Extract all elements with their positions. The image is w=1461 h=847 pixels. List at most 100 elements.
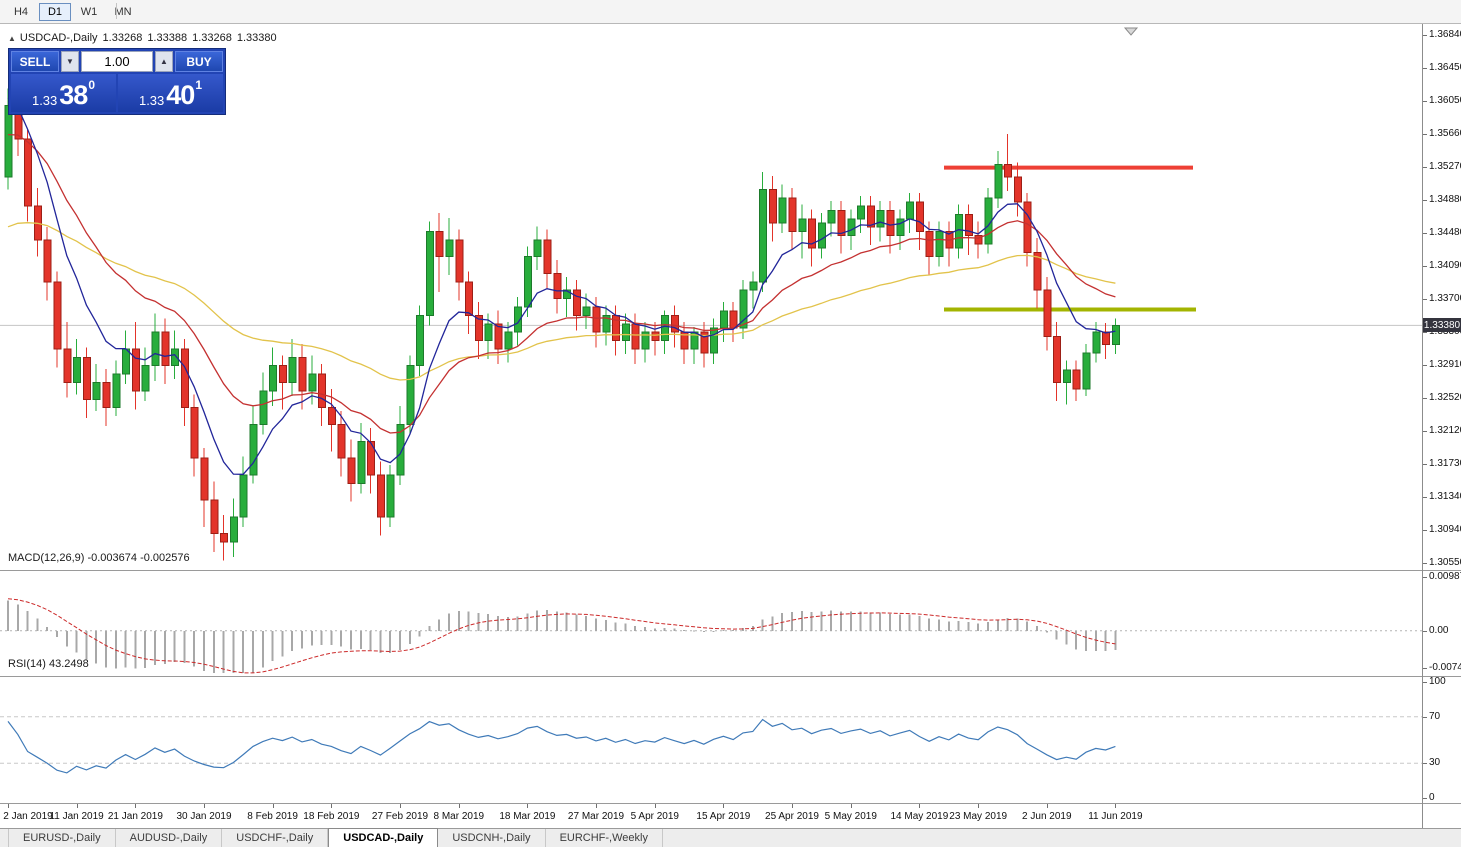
axis-tick	[1423, 631, 1427, 632]
date-axis-label: 18 Mar 2019	[499, 811, 556, 822]
axis-tick	[1423, 682, 1427, 683]
sell-price-prefix: 1.33	[31, 92, 58, 108]
price-axis-label: 1.34090	[1429, 260, 1461, 271]
price-axis-label: 1.34480	[1429, 227, 1461, 238]
axis-tick	[1423, 101, 1427, 102]
axis-tick	[1423, 233, 1427, 234]
rsi-pane-plot[interactable]	[0, 677, 1422, 804]
date-axis-label: 14 May 2019	[890, 811, 949, 822]
date-axis-label: 27 Feb 2019	[371, 811, 429, 822]
date-axis-label: 8 Mar 2019	[433, 811, 485, 822]
ma-50-line	[7, 222, 1116, 381]
axis-tick	[1423, 200, 1427, 201]
date-axis-label: 5 Apr 2019	[630, 811, 679, 822]
date-axis-tick	[792, 804, 793, 808]
date-axis-tick	[272, 804, 274, 808]
axis-tick	[1423, 35, 1427, 36]
buy-price-button[interactable]: 1.33 40 1	[118, 74, 223, 112]
price-pane-plot[interactable]	[0, 24, 1422, 571]
volume-down-button[interactable]: ▼	[61, 51, 79, 72]
date-axis-tick	[654, 804, 656, 808]
axis-tick	[1423, 798, 1427, 799]
rsi-line	[7, 718, 1116, 774]
date-axis-label: 18 Feb 2019	[303, 811, 360, 822]
timeframe-h4-button[interactable]: H4	[13, 5, 29, 18]
price-axis-label: 1.33700	[1429, 293, 1461, 304]
axis-tick	[1423, 717, 1427, 718]
timeframe-mn-button[interactable]: MN	[114, 5, 132, 18]
chart-tab-eurchf[interactable]: EURCHF-,Weekly	[546, 829, 663, 847]
macd-indicator-label: MACD(12,26,9) -0.003674 -0.002576	[8, 552, 190, 564]
date-axis-label: 15 Apr 2019	[696, 811, 751, 822]
timeframe-d1-button[interactable]: D1	[39, 2, 71, 21]
rsi-axis-label: 70	[1429, 711, 1441, 722]
chart-shift-marker	[1123, 27, 1139, 36]
price-axis-border	[1422, 24, 1423, 828]
date-axis-tick	[919, 804, 921, 808]
date-axis-tick	[723, 804, 725, 808]
timeframe-toolbar: H4 D1 W1 MN	[0, 0, 1461, 24]
date-axis-label: 5 May 2019	[824, 811, 877, 822]
volume-input[interactable]	[81, 51, 153, 72]
pane-divider-macd[interactable]	[0, 570, 1461, 571]
axis-tick	[1423, 398, 1427, 399]
ma-20-line	[7, 133, 1116, 434]
date-axis-tick	[204, 804, 205, 808]
date-axis-tick	[596, 804, 597, 808]
date-axis-tick	[1115, 804, 1117, 808]
chart-title: USDCAD-,Daily	[19, 32, 98, 44]
axis-tick	[1423, 332, 1427, 333]
chevron-down-icon: ▼	[66, 57, 74, 66]
date-axis-label: 2 Jun 2019	[1022, 811, 1072, 822]
rsi-axis-label: 0	[1429, 792, 1435, 803]
axis-tick	[1423, 577, 1427, 578]
date-axis-label: 11 Jan 2019	[49, 811, 104, 822]
pane-divider-dates	[0, 803, 1461, 804]
timeframe-buttons: H4 D1 W1 MN	[4, 0, 140, 23]
sell-price-button[interactable]: 1.33 38 0	[11, 74, 116, 112]
axis-tick	[1423, 563, 1427, 564]
axis-tick	[1423, 266, 1427, 267]
buy-button[interactable]: BUY	[175, 51, 223, 72]
sell-button[interactable]: SELL	[11, 51, 59, 72]
chart-tab-usdcnh[interactable]: USDCNH-,Daily	[438, 829, 546, 847]
axis-tick	[1423, 530, 1427, 531]
date-axis-tick	[76, 804, 78, 808]
timeframe-w1-button[interactable]: W1	[80, 5, 98, 18]
trade-panel-collapse-icon[interactable]: ▲	[8, 34, 16, 43]
date-axis-tick	[8, 804, 9, 808]
chart-tab-eurusd[interactable]: EURUSD-,Daily	[9, 829, 116, 847]
candles	[4, 88, 1120, 561]
price-axis-label: 1.31730	[1429, 458, 1461, 469]
macd-pane-plot[interactable]	[0, 571, 1422, 677]
sell-price-pip: 0	[88, 78, 96, 92]
volume-up-button[interactable]: ▲	[155, 51, 173, 72]
axis-tick	[1423, 365, 1427, 366]
date-axis-label: 8 Feb 2019	[247, 811, 298, 822]
price-axis-label: 1.31340	[1429, 491, 1461, 502]
macd-axis-zero: 0.00	[1429, 625, 1449, 636]
chart-tab-audusd[interactable]: AUDUSD-,Daily	[116, 829, 223, 847]
date-axis[interactable]: 2 Jan 2019 11 Jan 2019 21 Jan 2019 30 Jan 2…	[0, 804, 1422, 828]
macd-signal-line	[7, 598, 1116, 674]
ohlc-low: 1.33268	[192, 32, 232, 44]
price-axis[interactable]: 1.36840 1.36450 1.36050 1.35660 1.35270 1.348…	[1423, 24, 1461, 828]
axis-tick	[1423, 68, 1427, 69]
pane-divider-rsi[interactable]	[0, 676, 1461, 677]
date-axis-tick	[978, 804, 980, 808]
rsi-axis-label: 100	[1429, 676, 1446, 687]
chart-tab-usdchf[interactable]: USDCHF-,Daily	[222, 829, 329, 847]
macd-histogram	[7, 600, 1117, 673]
price-axis-label: 1.32120	[1429, 425, 1461, 436]
chart-window[interactable]: ▲ USDCAD-,Daily 1.33268 1.33388 1.33268 1.333…	[0, 24, 1461, 828]
price-axis-label: 1.36050	[1429, 95, 1461, 106]
current-price-badge: 1.33380	[1423, 318, 1461, 332]
chart-ohlc-header: ▲ USDCAD-,Daily 1.33268 1.33388 1.33268 1.333…	[8, 32, 277, 44]
date-axis-tick	[400, 804, 401, 808]
buy-price-prefix: 1.33	[138, 92, 165, 108]
chevron-up-icon: ▲	[160, 57, 168, 66]
toolbar-separator	[116, 3, 117, 19]
date-axis-tick	[331, 804, 333, 808]
chart-tab-usdcad[interactable]: USDCAD-,Daily	[328, 828, 439, 847]
